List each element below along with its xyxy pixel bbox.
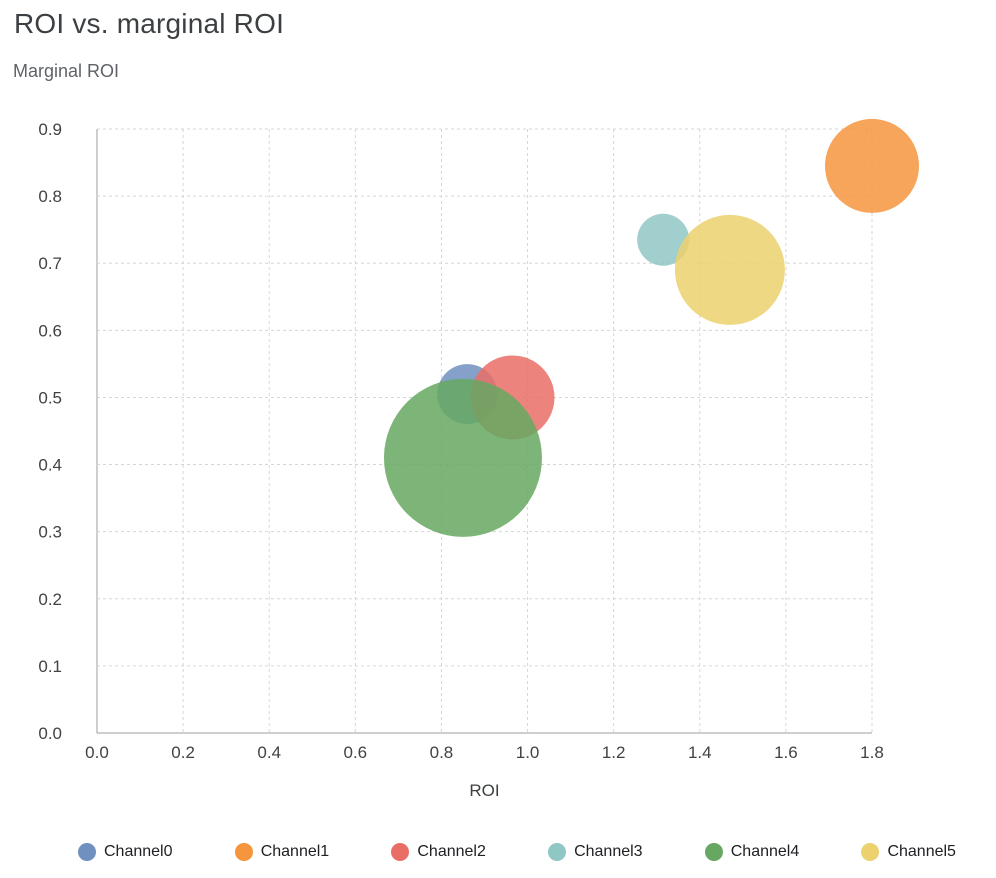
x-tick-label: 0.6 [344,743,368,762]
x-tick-label: 1.8 [860,743,884,762]
legend-label: Channel3 [574,843,643,860]
x-axis-title: ROI [469,781,499,800]
legend-swatch-channel2-icon [391,843,410,861]
y-tick-label: 0.0 [38,724,62,743]
x-tick-label: 0.8 [430,743,454,762]
legend-label: Channel5 [887,843,956,860]
y-tick-label: 0.7 [38,254,62,273]
legend-label: Channel1 [260,843,330,860]
y-tick-label: 0.8 [38,187,62,206]
bubble-channel1[interactable] [825,118,919,213]
bubble-channel4[interactable] [383,378,542,537]
legend-label: Channel2 [417,843,486,860]
legend-label: Channel4 [730,843,800,860]
bubble-channel5[interactable] [674,214,785,325]
y-axis-title: Marginal ROI [13,61,120,81]
y-tick-label: 0.5 [38,388,62,407]
legend-item-channel0[interactable]: Channel0 [78,843,173,861]
y-tick-label: 0.4 [38,456,62,475]
bubble-channel3[interactable] [637,213,690,266]
legend-swatch-channel0-icon [78,843,96,861]
y-tick-label: 0.1 [38,657,62,676]
legend-swatch-channel1-icon [234,843,253,861]
y-tick-label: 0.3 [38,523,62,542]
x-tick-label: 0.2 [171,743,195,762]
legend-swatch-channel3-icon [548,843,567,861]
legend-item-channel2[interactable]: Channel2 [391,843,486,861]
chart-title: ROI vs. marginal ROI [14,8,285,39]
legend-item-channel4[interactable]: Channel4 [704,843,800,861]
x-tick-label: 0.4 [257,743,281,762]
y-tick-label: 0.6 [38,321,62,340]
legend-label: Channel0 [104,843,173,860]
x-tick-label: 1.0 [516,743,540,762]
x-tick-label: 1.4 [688,743,712,762]
legend-item-channel3[interactable]: Channel3 [548,843,643,861]
legend-item-channel1[interactable]: Channel1 [234,843,330,861]
legend-swatch-channel5-icon [861,843,880,861]
bubble-chart: 0.0 0.2 0.4 0.6 0.8 1.0 1.2 1.4 1.6 1.8 0.0 0.1 0.2 0… [38,118,919,800]
x-tick-label: 1.6 [774,743,798,762]
x-tick-label: 0.0 [85,743,109,762]
x-tick-label: 1.2 [602,743,626,762]
y-tick-label: 0.9 [38,120,62,139]
legend: Channel0 Channel1 Channel2 Channel3 Channel4… [78,843,956,861]
legend-item-channel5[interactable]: Channel5 [861,843,956,861]
legend-swatch-channel4-icon [704,843,723,861]
y-tick-label: 0.2 [38,590,62,609]
